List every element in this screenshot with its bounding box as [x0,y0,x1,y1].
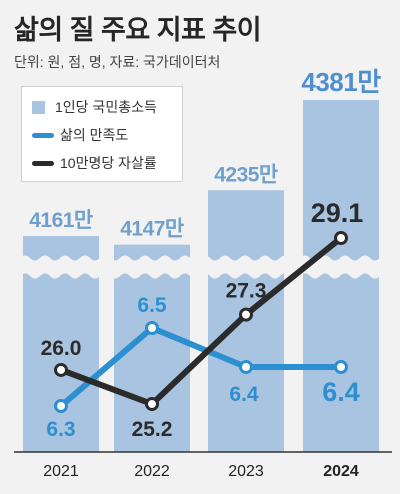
satisfaction-line [58,325,344,409]
axis-break [0,255,400,279]
suicide-point-2023 [239,307,253,322]
chart-subtitle: 단위: 원, 점, 명, 자료: 국가데이터처 [14,54,221,70]
chart-title: 삶의 질 주요 지표 추이 [14,15,262,45]
suicide-value-label-2023: 27.3 [226,280,267,303]
satisfaction-point-2022 [145,321,159,335]
x-tick-label-2022: 2022 [134,463,170,480]
legend-swatch-income [32,100,45,114]
suicide-value-label-2024: 29.1 [311,198,364,228]
legend-label-suicide: 10만명당 자살률 [60,155,157,171]
suicide-point-2022 [145,397,159,411]
legend-item-satisfaction: 삶의 만족도 [32,121,172,149]
bar-value-label-2022: 4147만 [120,218,184,241]
legend-label-income: 1인당 국민총소득 [55,99,157,115]
suicide-line [58,235,344,407]
bar-value-label-2023: 4235만 [214,163,278,186]
suicide-value-label-2022: 25.2 [132,418,173,441]
satisfaction-point-2021 [54,399,68,413]
legend: 1인당 국민총소득 삶의 만족도 10만명당 자살률 [21,86,183,182]
satisfaction-value-label-2023: 6.4 [229,383,259,406]
satisfaction-value-label-2024: 6.4 [322,377,360,407]
legend-item-income: 1인당 국민총소득 [32,93,172,121]
bar-value-label-2021: 4161만 [29,209,93,232]
legend-label-satisfaction: 삶의 만족도 [60,127,129,143]
legend-swatch-satisfaction [32,132,54,138]
suicide-point-2021 [54,362,68,377]
satisfaction-point-2024 [334,360,348,374]
legend-swatch-suicide [32,160,54,166]
x-tick-label-2021: 2021 [43,463,79,480]
satisfaction-point-2023 [239,360,253,374]
satisfaction-value-label-2022: 6.5 [137,294,167,317]
satisfaction-value-label-2021: 6.3 [46,418,75,441]
bar-value-label-2024: 4381만 [301,67,381,97]
legend-item-suicide: 10만명당 자살률 [32,149,172,177]
suicide-point-2024 [334,231,348,245]
suicide-value-label-2021: 26.0 [41,337,82,360]
x-tick-label-2024: 2024 [323,463,359,480]
x-tick-label-2023: 2023 [228,463,264,480]
